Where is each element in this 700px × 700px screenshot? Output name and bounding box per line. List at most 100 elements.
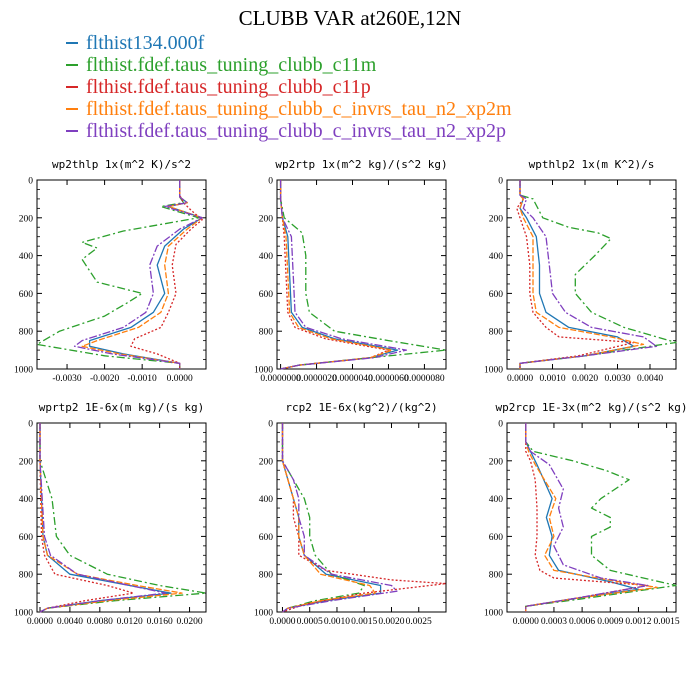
x-tick-label: 0.0160 [147,617,173,627]
plot-frame [506,422,677,613]
y-tick-label: 400 [19,495,34,505]
y-tick-label: 1000 [254,609,273,619]
y-tick-label: 400 [19,252,34,262]
y-tick-label: 200 [19,214,34,224]
x-tick-label: 0.0015 [351,617,377,627]
panel-title: wprtp2 1E-6x(m kg)/(s kg) [39,401,205,414]
y-tick-label: 0 [498,177,503,187]
y-tick-label: 200 [19,457,34,467]
legend-swatch [66,108,78,110]
y-tick-label: 800 [489,328,504,338]
y-tick-label: 0 [28,177,33,187]
x-tick-label: 0.0000 [27,617,53,627]
x-tick-label: 0.0000040 [332,374,373,384]
x-tick-label: 0.0010 [324,617,350,627]
plot-frame [36,179,207,370]
y-tick-label: 200 [489,457,504,467]
series-line [519,180,645,369]
x-tick-label: 0.0020 [572,374,598,384]
series-line [130,180,203,369]
y-tick-label: 800 [19,328,34,338]
legend-item: flthist.fdef.taus_tuning_clubb_c_invrs_t… [66,98,512,120]
series-line [519,180,677,369]
series-line [81,180,203,369]
series-line [519,180,635,369]
y-tick-label: 0 [268,177,273,187]
legend-label: flthist.fdef.taus_tuning_clubb_c_invrs_t… [86,98,512,120]
y-tick-label: 400 [259,252,274,262]
y-tick-label: 800 [259,571,274,581]
series-line [279,180,390,370]
legend-swatch [66,130,78,132]
x-tick-label: 0.0200 [176,617,202,627]
x-tick-label: 0.0000020 [296,374,337,384]
y-tick-label: 600 [489,290,504,300]
series-line [525,423,677,612]
x-tick-label: -0.0030 [52,374,82,384]
y-tick-label: 400 [489,252,504,262]
x-tick-label: 0.0000000 [260,374,301,384]
x-tick-label: 0.0000 [507,374,533,384]
panel-title: wp2rcp 1E-3x(m^2 kg)/(s^2 kg) [495,401,687,414]
y-tick-label: 600 [19,290,34,300]
series-line [525,423,649,612]
panel-title: wp2rtp 1x(m^2 kg)/(s^2 kg) [275,158,447,171]
figure-title: CLUBB VAR at260E,12N [238,6,462,30]
series-line [281,423,398,613]
series-line [281,423,376,613]
x-tick-label: 0.0015 [654,617,680,627]
plot-frame [276,179,447,370]
x-tick-label: 0.0000 [269,617,295,627]
panel-title: wp2thlp 1x(m^2 K)/s^2 [52,158,191,171]
y-tick-label: 1000 [14,609,33,619]
legend-item: flthist134.000f [66,32,512,54]
y-tick-label: 800 [259,328,274,338]
legend-swatch [66,64,78,66]
y-tick-label: 600 [259,290,274,300]
x-tick-label: 0.0080 [87,617,113,627]
legend-swatch [66,86,78,88]
series-line [39,423,207,613]
y-tick-label: 200 [259,457,274,467]
y-tick-label: 800 [489,571,504,581]
series-line [281,423,382,613]
y-tick-label: 1000 [484,366,503,376]
x-tick-label: 0.0000 [513,617,539,627]
x-tick-label: 0.0025 [406,617,432,627]
series-line [519,180,658,369]
x-tick-label: 0.0000080 [404,374,445,384]
y-tick-label: 400 [489,495,504,505]
legend-item: flthist.fdef.taus_tuning_clubb_c11p [66,76,512,98]
series-line [525,423,649,612]
y-tick-label: 600 [259,533,274,543]
series-line [39,423,167,613]
series-line [73,180,203,369]
y-tick-label: 800 [19,571,34,581]
series-line [39,423,135,613]
series-line [279,180,408,370]
x-tick-label: 0.0040 [637,374,663,384]
x-tick-label: 0.0020 [378,617,404,627]
x-tick-label: -0.0010 [128,374,158,384]
series-line [279,180,447,370]
legend-item: flthist.fdef.taus_tuning_clubb_c11m [66,54,512,76]
y-tick-label: 600 [19,533,34,543]
x-tick-label: -0.0020 [90,374,120,384]
x-tick-label: 0.0003 [541,617,567,627]
x-tick-label: 0.0000060 [368,374,409,384]
x-tick-label: 0.0010 [539,374,565,384]
x-tick-label: 0.0000 [167,374,193,384]
x-tick-label: 0.0012 [625,617,651,627]
y-tick-label: 400 [259,495,274,505]
legend-item: flthist.fdef.taus_tuning_clubb_c_invrs_t… [66,120,512,142]
legend-label: flthist.fdef.taus_tuning_clubb_c11p [86,76,371,98]
y-tick-label: 200 [259,214,274,224]
series-line [88,180,203,369]
y-tick-label: 0 [268,420,273,430]
y-tick-label: 1000 [254,366,273,376]
legend-label: flthist.fdef.taus_tuning_clubb_c_invrs_t… [86,120,506,142]
series-line [281,423,365,613]
y-tick-label: 1000 [484,609,503,619]
x-tick-label: 0.0006 [569,617,595,627]
